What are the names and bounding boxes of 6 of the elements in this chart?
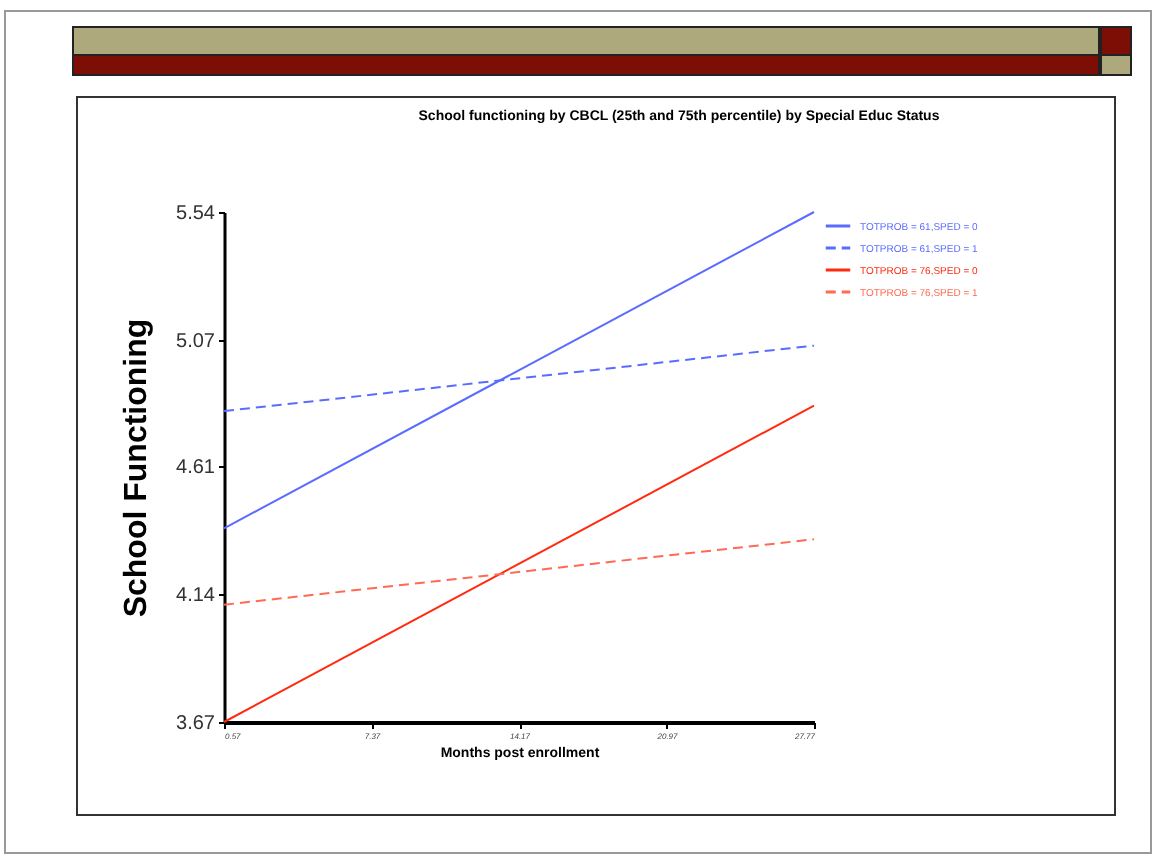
- y-tick-label: 5.07: [176, 331, 216, 354]
- y-tick-label: 4.61: [176, 456, 216, 479]
- y-axis-title: School Functioning: [120, 318, 155, 618]
- y-tick-label: 5.54: [176, 203, 216, 225]
- y-tick-label: 4.14: [176, 584, 216, 607]
- y-tick-label: 3.67: [176, 713, 216, 735]
